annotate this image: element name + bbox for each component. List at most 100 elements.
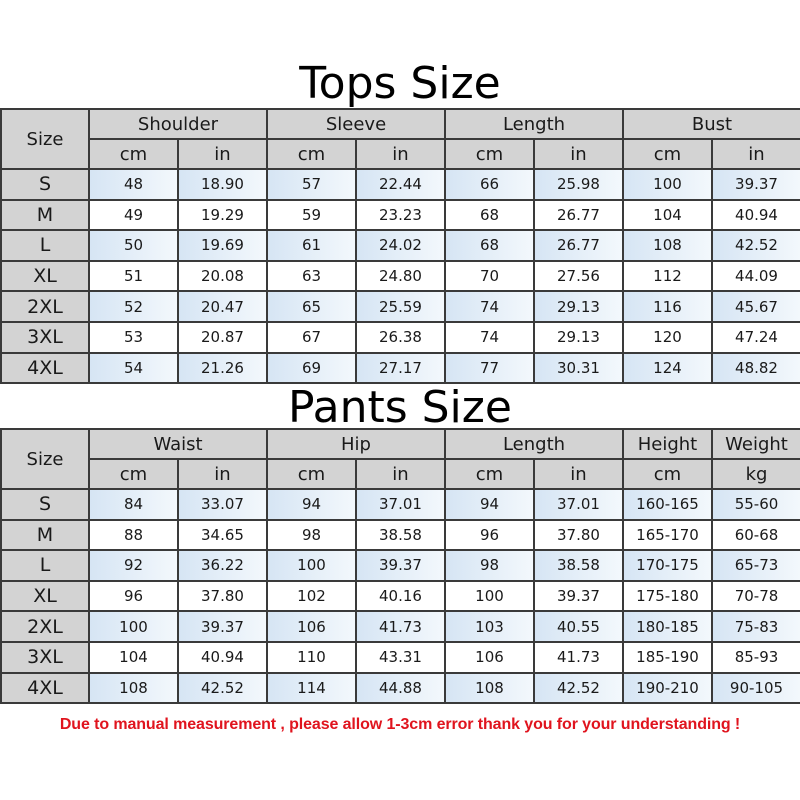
table-cell: 27.17 (355, 351, 446, 385)
unit-header: cm (88, 458, 179, 490)
unit-header: cm (266, 458, 357, 490)
table-cell: 102 (266, 579, 357, 613)
unit-header-row: cm in cm in cm in cm kg (1, 458, 800, 490)
unit-header: in (177, 138, 268, 170)
table-cell: 54 (88, 351, 179, 385)
table-cell: 29.13 (533, 290, 624, 323)
size-label: 4XL (0, 351, 90, 385)
table-cell: 100 (88, 610, 179, 643)
unit-header: kg (711, 458, 800, 490)
size-header: Size (0, 428, 90, 490)
table-cell: 94 (266, 488, 357, 521)
table-cell: 60-68 (711, 518, 800, 552)
unit-header: in (710, 138, 800, 170)
table-cell: 75-83 (711, 610, 800, 643)
table-cell: 27.56 (533, 259, 624, 293)
table-row: 2XL 100 39.37 106 41.73 103 40.55 180-185 75-83 (0, 610, 800, 643)
unit-header: cm (266, 138, 357, 170)
table-cell: 43.31 (355, 640, 446, 674)
group-header-row: Size Waist Hip Length Height Weight (0, 428, 800, 490)
size-label: S (0, 488, 90, 521)
table-cell: 49 (88, 198, 179, 232)
unit-header: cm (444, 138, 535, 170)
table-cell: 104 (622, 198, 713, 232)
table-cell: 19.29 (177, 198, 268, 232)
size-label: 4XL (0, 671, 90, 705)
table-cell: 67 (266, 320, 357, 354)
table-cell: 36.22 (177, 549, 268, 582)
size-label: XL (0, 579, 90, 613)
group-header: Hip (266, 428, 446, 460)
table-cell: 18.90 (177, 168, 268, 201)
table-cell: 41.73 (533, 640, 624, 674)
table-cell: 30.31 (533, 351, 624, 385)
table-cell: 170-175 (622, 549, 713, 582)
size-label: M (0, 518, 90, 552)
table-row: 3XL 53 20.87 67 26.38 74 29.13 120 47.24 (0, 320, 800, 354)
table-cell: 48.82 (710, 351, 800, 385)
table-cell: 103 (444, 610, 535, 643)
table-cell: 50 (88, 229, 179, 262)
table-cell: 23.23 (355, 198, 446, 232)
table-cell: 37.01 (355, 488, 446, 521)
table-cell: 106 (444, 640, 535, 674)
table-cell: 44.09 (710, 259, 800, 293)
table-row: S 48 18.90 57 22.44 66 25.98 100 39.37 (0, 168, 800, 201)
unit-header: cm (444, 458, 535, 490)
size-label: 2XL (0, 290, 90, 323)
table-cell: 100 (622, 168, 713, 201)
table-cell: 39.37 (355, 549, 446, 582)
table-cell: 59 (266, 198, 357, 232)
size-label: 3XL (0, 320, 90, 354)
table-cell: 22.44 (355, 168, 446, 201)
table-cell: 20.47 (177, 290, 268, 323)
table-cell: 108 (622, 229, 713, 262)
table-cell: 84 (88, 488, 179, 521)
table-cell: 61 (266, 229, 357, 262)
table-cell: 41.73 (355, 610, 446, 643)
unit-header: cm (622, 458, 713, 490)
table-row: 4XL 54 21.26 69 27.17 77 30.31 124 48.82 (0, 351, 800, 385)
group-header: Height (622, 428, 713, 460)
table-row: L 92 36.22 100 39.37 98 38.58 170-175 65-73 (0, 549, 800, 582)
group-header: Waist (88, 428, 268, 460)
table-cell: 190-210 (622, 671, 713, 705)
table-cell: 66 (444, 168, 535, 201)
unit-header: in (177, 458, 268, 490)
table-cell: 37.80 (533, 518, 624, 552)
table-row: 3XL 104 40.94 110 43.31 106 41.73 185-190 85-93 (0, 640, 800, 674)
table-cell: 165-170 (622, 518, 713, 552)
table-cell: 52 (88, 290, 179, 323)
table-cell: 42.52 (710, 229, 800, 262)
table-cell: 65-73 (711, 549, 800, 582)
table-cell: 104 (88, 640, 179, 674)
table-cell: 124 (622, 351, 713, 385)
table-cell: 68 (444, 198, 535, 232)
size-label: 3XL (0, 640, 90, 674)
table-cell: 25.59 (355, 290, 446, 323)
table-cell: 48 (88, 168, 179, 201)
table-cell: 63 (266, 259, 357, 293)
table-cell: 39.37 (533, 579, 624, 613)
table-cell: 116 (622, 290, 713, 323)
table-cell: 37.01 (533, 488, 624, 521)
table-cell: 26.77 (533, 198, 624, 232)
size-label: L (0, 549, 90, 582)
table-cell: 57 (266, 168, 357, 201)
table-cell: 19.69 (177, 229, 268, 262)
unit-header: in (355, 458, 446, 490)
table-cell: 180-185 (622, 610, 713, 643)
table-cell: 70 (444, 259, 535, 293)
table-cell: 39.37 (177, 610, 268, 643)
table-cell: 21.26 (177, 351, 268, 385)
table-cell: 185-190 (622, 640, 713, 674)
table-cell: 53 (88, 320, 179, 354)
table-cell: 40.55 (533, 610, 624, 643)
table-cell: 42.52 (533, 671, 624, 705)
table-cell: 24.02 (355, 229, 446, 262)
table-cell: 74 (444, 290, 535, 323)
table-cell: 47.24 (710, 320, 800, 354)
table-cell: 98 (266, 518, 357, 552)
table-cell: 68 (444, 229, 535, 262)
table-cell: 40.94 (177, 640, 268, 674)
